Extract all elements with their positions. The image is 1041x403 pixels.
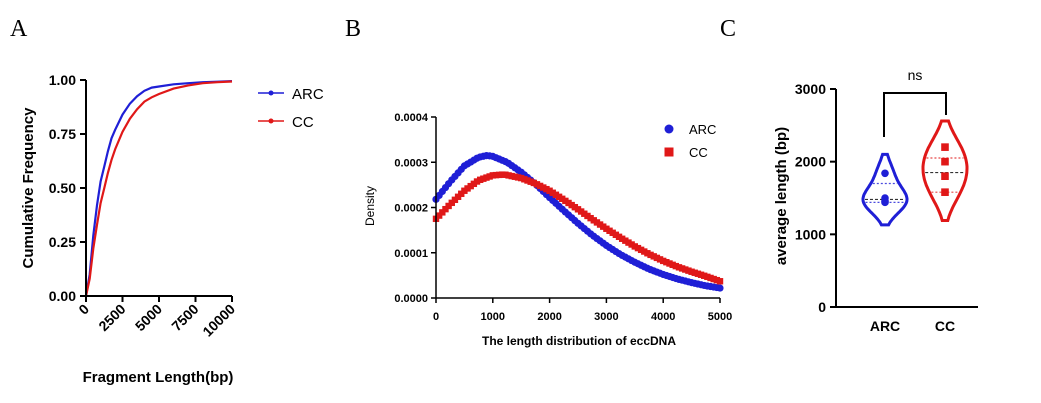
panel-b-series-arc-point (716, 284, 724, 292)
panel-letter-c: C (720, 16, 736, 42)
panel-b-series (432, 151, 724, 292)
panel-a-legend-arc-label: ARC (292, 86, 324, 103)
panel-b-series-cc-point (716, 278, 724, 285)
panel-b-x-tick-label: 5000 (708, 311, 732, 323)
panel-c-category-arc: ARC (870, 318, 900, 334)
panel-a-y-tick-label: 0.75 (49, 126, 76, 142)
panel-letter-b: B (345, 16, 361, 42)
panel-b-legend: ARC CC (664, 122, 716, 160)
panel-c-cc-point (941, 157, 949, 166)
panel-b-y-axis-title: Density (363, 186, 377, 226)
panel-c-category-cc: CC (935, 318, 955, 334)
panel-a-x-tick-label: 10000 (199, 301, 238, 340)
panel-c-violins (861, 119, 969, 227)
panel-a-legend-cc-label: CC (292, 114, 314, 131)
panel-a-y-tick-label: 0.00 (49, 288, 76, 304)
panel-b-y-tick-label: 0.0000 (394, 293, 428, 305)
panel-c-y-axis-title: average length (bp) (773, 127, 790, 265)
panel-a-legend-cc-marker (268, 118, 274, 124)
panel-c-cc-point (941, 143, 949, 151)
panel-a-y-tick-label: 1.00 (49, 72, 76, 88)
panel-b-legend-cc-label: CC (689, 145, 708, 160)
panel-a-x-axis-title: Fragment Length(bp) (83, 369, 234, 386)
panel-a-y-tick-label: 0.25 (49, 234, 76, 250)
panel-b-y-ticks: 0.0000 0.0001 0.0002 0.0003 0.0004 (394, 112, 436, 305)
panel-c-significance-bracket (883, 92, 947, 137)
panel-a-legend-arc-marker (268, 90, 274, 96)
panel-c-cc-point (941, 172, 949, 180)
panel-c-y-tick-label: 2000 (795, 154, 826, 170)
panel-a-legend: ARC CC (258, 86, 324, 131)
panel-b-y-tick-label: 0.0003 (394, 157, 428, 169)
panel-a-y-axis-title: Cumulative Frequency (20, 107, 37, 269)
panel-a-y-ticks: 0.00 0.25 0.50 0.75 1.00 (49, 72, 86, 304)
panel-b-x-tick-label: 2000 (537, 311, 561, 323)
panel-b-legend-arc-marker (664, 124, 674, 134)
panel-a-series-arc-line (84, 80, 233, 297)
panel-c-arc-point (881, 198, 889, 207)
panel-c-arc-point (881, 169, 889, 178)
panel-c-cc-point (941, 188, 949, 196)
panel-a-x-tick-label: 0 (75, 301, 92, 318)
panel-c-y-tick-label: 1000 (795, 226, 826, 242)
panel-b-x-tick-label: 3000 (594, 311, 618, 323)
panel-letter-a: A (10, 16, 28, 42)
panel-b-x-tick-label: 1000 (481, 311, 505, 323)
panel-c-violin-arc (861, 152, 909, 227)
panel-c-violin-chart: 0 1000 2000 3000 average length (bp) ARC CC… (773, 67, 978, 334)
panel-b-series-cc-point (442, 205, 449, 213)
panel-b-legend-cc-marker (664, 147, 674, 157)
panel-c-significance-label: ns (908, 67, 923, 83)
panel-b-x-tick-label: 0 (433, 311, 439, 323)
panel-b-legend-arc-label: ARC (689, 122, 716, 137)
panel-b-density-chart: 0.0000 0.0001 0.0002 0.0003 0.0004 0 1000 2000… (363, 112, 732, 348)
panel-b-series-cc-point (435, 212, 443, 219)
panel-c-y-ticks: 0 1000 2000 3000 (795, 81, 836, 315)
panel-c-y-tick-label: 0 (818, 299, 826, 315)
panel-a-y-tick-label: 0.50 (49, 180, 76, 196)
panel-a-cumulative-chart: 0.000.250.500.751.00 0 2500 5000 750010000 … (20, 72, 324, 386)
panel-c-violin-cc (921, 119, 969, 222)
panel-b-series-cc-point (439, 209, 446, 216)
panel-b-y-tick-label: 0.0004 (394, 112, 429, 124)
panel-a-x-tick-label: 5000 (132, 301, 165, 334)
panel-a-x-tick-label: 7500 (168, 301, 201, 334)
panel-a-series-cc-line (84, 80, 233, 297)
panel-b-x-tick-label: 4000 (651, 311, 675, 323)
panel-b-y-tick-label: 0.0002 (394, 203, 428, 215)
panel-a-x-tick-label: 2500 (95, 301, 128, 334)
panel-b-x-axis-title: The length distribution of eccDNA (482, 334, 676, 348)
panel-b-y-tick-label: 0.0001 (394, 248, 428, 260)
panel-b-x-ticks: 0 1000 2000 3000 4000 5000 (433, 298, 732, 323)
panel-a-series (84, 80, 233, 297)
panel-c-y-tick-label: 3000 (795, 81, 826, 97)
